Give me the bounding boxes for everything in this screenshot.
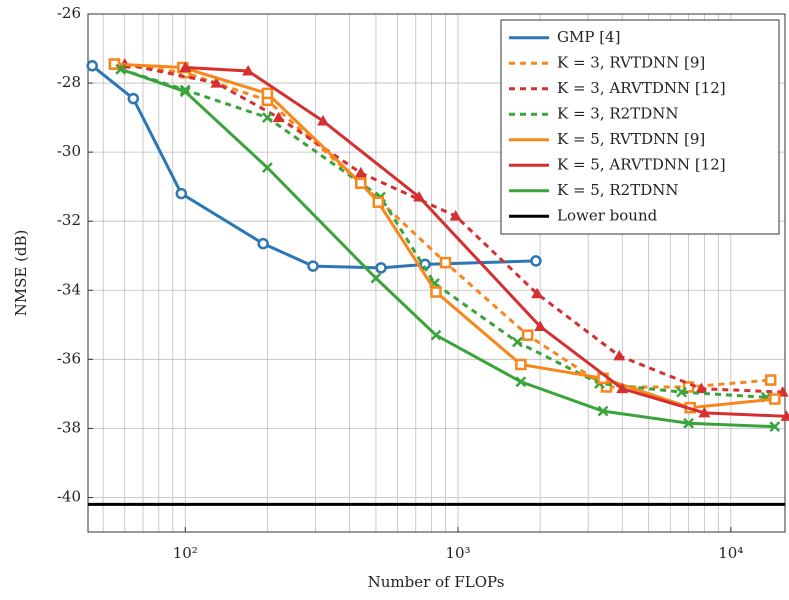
legend-label: K = 5, RVTDNN [9]: [557, 130, 705, 148]
marker: [317, 115, 330, 126]
legend-label: K = 5, ARVTDNN [12]: [557, 155, 726, 173]
marker: [597, 405, 609, 417]
marker: [257, 237, 269, 250]
marker: [375, 262, 387, 274]
marker: [179, 86, 191, 98]
marker: [531, 287, 544, 299]
marker: [108, 58, 121, 70]
series-line: [120, 67, 767, 399]
y-tick-label: -32: [57, 211, 81, 229]
marker: [272, 111, 285, 123]
plot-frame: [87, 13, 786, 533]
marker: [261, 162, 273, 174]
x-axis-label: Number of FLOPs: [368, 573, 505, 591]
marker: [179, 61, 192, 73]
y-tick-label: -30: [57, 142, 81, 160]
marker: [115, 63, 127, 75]
legend-label: K = 3, ARVTDNN [12]: [557, 79, 726, 97]
marker: [764, 374, 777, 386]
marker: [413, 191, 426, 202]
y-tick-label: -40: [57, 487, 81, 505]
legend: GMP [4] K = 3, RVTDNN [9] K = 3, ARVTDNN […: [500, 19, 780, 235]
marker: [430, 286, 442, 298]
marker: [676, 386, 687, 398]
marker: [261, 87, 274, 100]
y-tick-label: -28: [57, 73, 81, 91]
marker: [695, 382, 708, 394]
marker: [511, 336, 523, 348]
marker: [307, 260, 319, 272]
marker: [521, 329, 534, 341]
marker: [515, 376, 527, 388]
marker: [210, 77, 223, 88]
y-axis-label: NMSE (dB): [12, 230, 30, 317]
marker: [354, 166, 367, 178]
marker: [86, 60, 98, 72]
legend-box: [500, 19, 780, 235]
marker: [370, 272, 382, 284]
marker: [534, 320, 547, 332]
y-tick-label: -26: [57, 4, 81, 22]
y-tick-label: -36: [57, 349, 81, 367]
marker: [430, 329, 442, 341]
x-tick-label: 10³: [445, 544, 470, 562]
marker: [616, 382, 629, 394]
series-line: [114, 62, 775, 410]
marker: [780, 410, 789, 421]
legend-label: Lower bound: [557, 206, 658, 224]
marker: [698, 406, 711, 418]
marker: [355, 177, 367, 189]
marker: [261, 112, 273, 123]
marker: [127, 92, 140, 105]
x-tick-label: 10⁴: [718, 544, 743, 562]
marker: [515, 358, 527, 371]
marker: [769, 421, 781, 433]
marker: [242, 64, 255, 76]
legend-label: K = 3, RVTDNN [9]: [557, 53, 705, 71]
y-tick-label: -38: [57, 418, 81, 436]
y-tick-label: -34: [57, 280, 81, 298]
legend-label: GMP [4]: [557, 28, 620, 46]
legend-label: K = 3, R2TDNN: [557, 104, 679, 122]
series-line: [185, 66, 787, 418]
marker: [449, 210, 462, 221]
marker: [530, 255, 542, 267]
x-tick-label: 10²: [173, 544, 198, 562]
marker: [613, 349, 626, 361]
marker: [372, 196, 385, 208]
marker: [769, 393, 781, 405]
marker: [439, 256, 452, 269]
legend-label: K = 5, R2TDNN: [557, 181, 679, 199]
marker: [683, 417, 694, 429]
marker: [175, 187, 188, 200]
